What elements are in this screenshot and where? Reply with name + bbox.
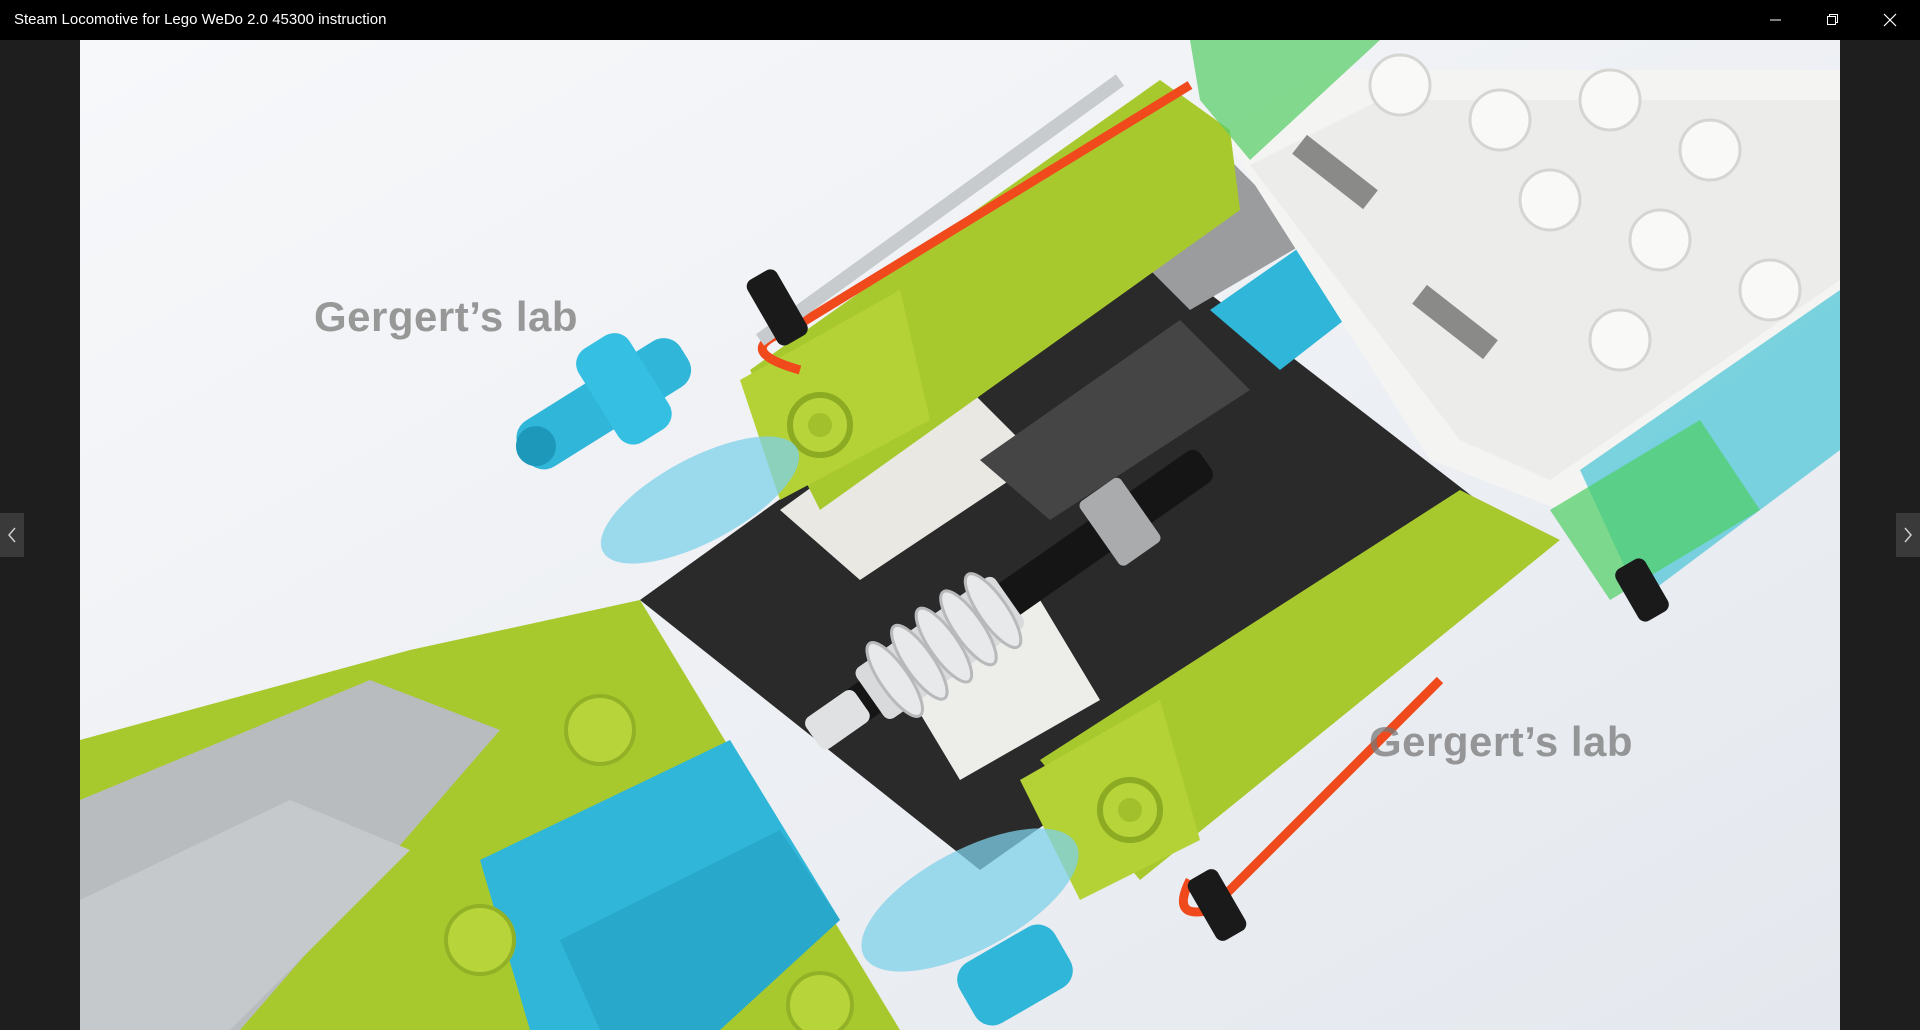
title-bar: Steam Locomotive for Lego WeDo 2.0 45300… — [0, 0, 1920, 40]
chevron-left-icon — [8, 527, 16, 543]
chevron-right-icon — [1904, 527, 1912, 543]
next-image-button[interactable] — [1896, 513, 1920, 557]
previous-image-button[interactable] — [0, 513, 24, 557]
minimize-icon — [1770, 19, 1781, 21]
restore-button[interactable] — [1805, 0, 1861, 40]
image-viewer: Gergert’s lab Gergert’s lab — [0, 40, 1920, 1030]
window-title: Steam Locomotive for Lego WeDo 2.0 45300… — [14, 11, 387, 28]
watermark-text: Gergert’s lab — [314, 293, 579, 340]
photo-lego-model: Gergert’s lab Gergert’s lab — [80, 40, 1840, 1030]
watermark-text: Gergert’s lab — [1369, 718, 1634, 765]
close-button[interactable] — [1862, 0, 1918, 40]
restore-icon — [1827, 14, 1838, 25]
lego-model-illustration — [80, 40, 1840, 1030]
minimize-button[interactable] — [1748, 0, 1804, 40]
close-icon — [1883, 13, 1897, 27]
